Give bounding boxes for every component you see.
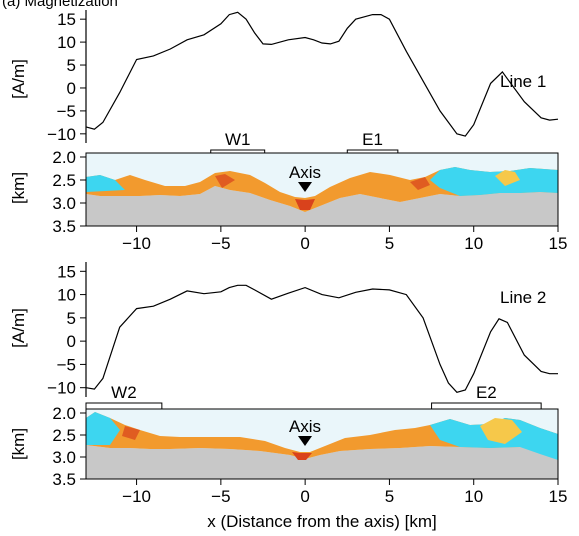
panel2-xtick-label: −10 [122, 487, 151, 506]
bracket-w1-label: W1 [225, 130, 251, 149]
line-2-magnetization-curve [85, 284, 558, 393]
bracket-e2 [431, 402, 542, 409]
bracket-w2 [85, 402, 163, 409]
panel2-xtick-label: 15 [549, 487, 568, 506]
x-axis-label: x (Distance from the axis) [km] [207, 512, 437, 531]
panel1-ytick-label: 15 [57, 10, 76, 29]
panel1-ytick-label: −5 [57, 102, 76, 121]
panel1-cross-section [85, 152, 559, 227]
panel1-profile-ytick-label: 3.0 [52, 194, 76, 213]
panel1-xtick-label: −5 [211, 234, 230, 253]
panel1-ylabel: [A/m] [9, 59, 28, 99]
panel2-profile-ytick-label: 3.0 [52, 448, 76, 467]
panel2-cross-section [85, 408, 559, 480]
panel2-profile-ytick-label: 3.5 [52, 470, 76, 489]
panel2-profile-ytick-label: 2.5 [52, 426, 76, 445]
panel1-ytick-label: 10 [57, 33, 76, 52]
panel1-label: Line 1 [500, 72, 546, 91]
panel2-profile-ytick-label: 2.0 [52, 404, 76, 423]
bracket-e2-label: E2 [476, 383, 497, 402]
panel2-ytick-label: 10 [57, 286, 76, 305]
panel1-profile-ytick-label: 2.5 [52, 171, 76, 190]
line-1-magnetization-curve [85, 11, 559, 137]
panel1-profile-ytick-label: 3.5 [52, 217, 76, 236]
panel2-profile-ylabel: [km] [9, 428, 28, 460]
panel1-xtick-label: 10 [464, 234, 483, 253]
panel2-xtick-label: 0 [300, 487, 309, 506]
panel1-ytick-label: 5 [67, 56, 76, 75]
panel2-axis-label: Axis [289, 417, 321, 436]
panel1-profile-ylabel: [km] [9, 172, 28, 204]
panel2-axis-marker-icon [298, 436, 312, 446]
panel1-xtick-label: −10 [122, 234, 151, 253]
panel2-xtick-label: 5 [385, 487, 394, 506]
panel2-ytick-label: −10 [47, 379, 76, 398]
panel1-axis-marker-icon [298, 182, 312, 192]
header-fragment: (a) Magnetization [2, 0, 118, 10]
panel1-ytick-label: 0 [67, 79, 76, 98]
panel-line-2: 15 10 5 0 −5 −10 [A/m] Line 2 W2 E2 2.0 2.5 3.0 3… [9, 262, 567, 506]
panel1-xtick-label: 0 [300, 234, 309, 253]
panel2-label: Line 2 [500, 288, 546, 307]
panel2-ytick-label: −5 [57, 355, 76, 374]
panel2-ylabel: [A/m] [9, 308, 28, 348]
bracket-w2-label: W2 [111, 383, 137, 402]
panel2-xtick-label: 10 [464, 487, 483, 506]
panel-line-1: 15 10 5 0 −5 −10 [A/m] Line 1 W1 E1 2.0 2.5 3.0 3… [9, 10, 567, 253]
panel1-profile-ytick-label: 2.0 [52, 148, 76, 167]
bracket-e1-label: E1 [362, 130, 383, 149]
panel1-ytick-label: −10 [47, 125, 76, 144]
panel2-xtick-label: −5 [211, 487, 230, 506]
panel1-xtick-label: 15 [549, 234, 568, 253]
panel1-xtick-label: 5 [385, 234, 394, 253]
panel2-ytick-label: 15 [57, 262, 76, 281]
panel2-ytick-label: 0 [67, 332, 76, 351]
panel1-axis-label: Axis [289, 163, 321, 182]
panel2-ytick-label: 5 [67, 309, 76, 328]
